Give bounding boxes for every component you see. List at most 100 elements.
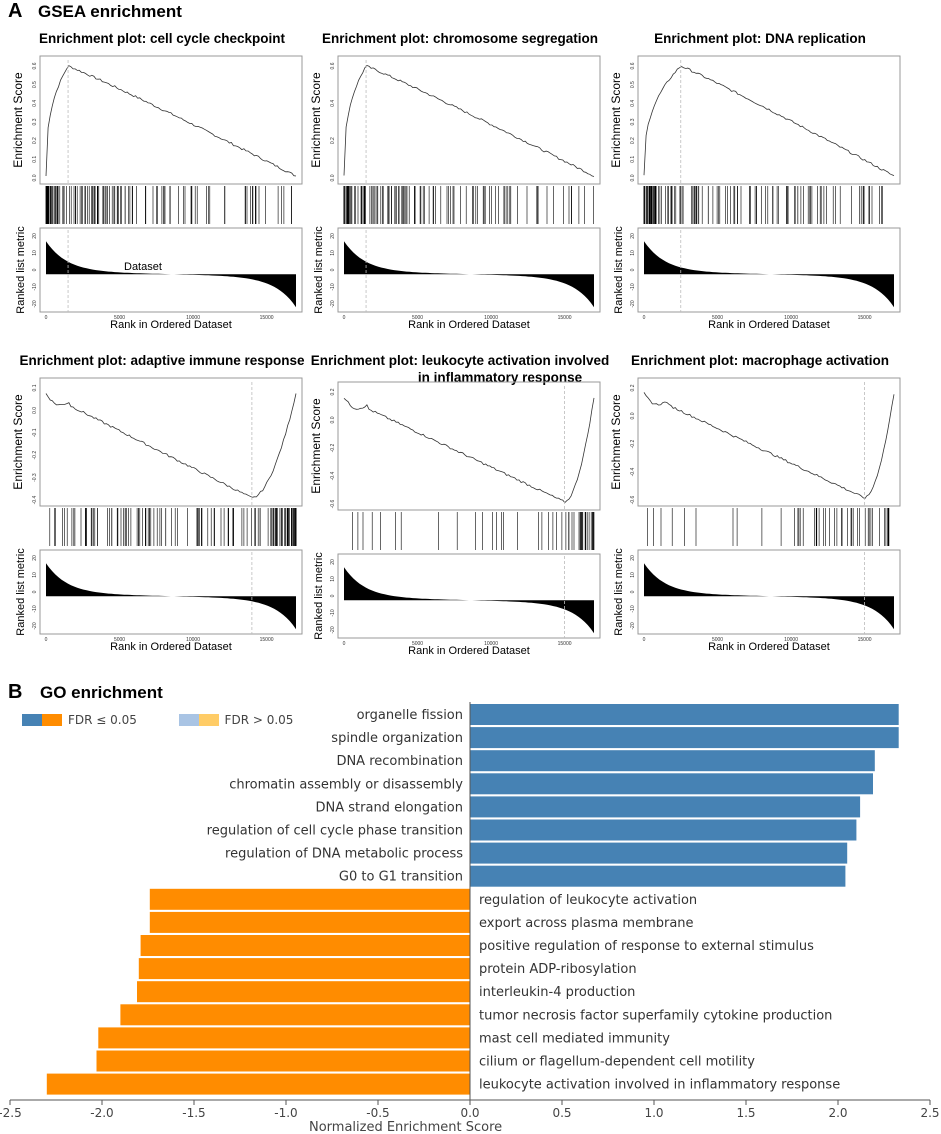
rank-plot-frame	[39, 227, 303, 313]
go-bar	[98, 1027, 471, 1049]
es-tick-label: 0.3	[630, 118, 636, 125]
go-category-label: regulation of leukocyte activation	[479, 893, 697, 908]
go-bar	[140, 935, 470, 956]
go-x-tick-label: 0.5	[552, 1106, 571, 1120]
es-tick-label: 0.2	[330, 137, 336, 144]
gsea-plot-svg: Enrichment Score -0.4 -0.3 -0.2 -0.1 0.0 0.1 Ra…	[11, 377, 303, 653]
go-bar	[470, 750, 875, 772]
hit-barcode	[647, 508, 890, 546]
go-enrichment-chart: organelle fission spindle organization DNA…	[0, 702, 940, 1134]
go-bar	[470, 727, 899, 749]
go-bar	[470, 865, 846, 887]
rank-x-tick-label: 0	[643, 315, 646, 321]
rank-x-tick-label: 10000	[186, 315, 200, 321]
es-tick-label: 0.0	[32, 407, 38, 414]
es-tick-label: 0.6	[630, 62, 636, 69]
es-tick-label: 0.5	[630, 81, 636, 88]
go-category-label: positive regulation of response to exter…	[479, 939, 814, 954]
gsea-plot-6: Enrichment plot: macrophage activation En…	[609, 352, 910, 672]
es-tick-label: 0.4	[330, 100, 336, 107]
go-x-tick-label: -2.5	[0, 1106, 22, 1120]
rank-x-tick-label: 5000	[412, 315, 423, 321]
es-tick-label: 0.5	[32, 81, 38, 88]
es-tick-label: 0.3	[32, 118, 38, 125]
go-category-label: leukocyte activation involved in inflamm…	[479, 1078, 840, 1093]
rank-tick-label: -10	[630, 283, 636, 290]
rank-ylabel: Ranked list metric	[15, 548, 27, 636]
go-category-label: spindle organization	[331, 731, 463, 746]
rank-plot-frame	[637, 549, 901, 635]
es-ylabel: Enrichment Score	[309, 398, 323, 494]
gsea-plot-title: Enrichment plot: leukocyte activation in…	[310, 352, 610, 386]
es-tick-label: -0.3	[32, 473, 38, 482]
rank-tick-label: 10	[32, 572, 38, 578]
panel-b-letter: B	[8, 681, 23, 703]
rank-metric-area	[344, 567, 594, 634]
go-x-axis-label: Normalized Enrichment Score	[309, 1120, 502, 1134]
rank-x-tick-label: 15000	[260, 637, 274, 643]
es-tick-label: -0.4	[32, 495, 38, 504]
go-category-label: protein ADP-ribosylation	[479, 962, 637, 977]
rank-x-tick-label: 5000	[114, 315, 125, 321]
rank-plot-frame	[637, 227, 901, 313]
go-category-label: cilium or flagellum-dependent cell motil…	[479, 1055, 755, 1070]
rank-tick-label: 10	[330, 576, 336, 582]
rank-xlabel: Rank in Ordered Dataset	[708, 641, 830, 653]
legend-label-sig: FDR ≤ 0.05	[68, 712, 137, 727]
rank-ylabel: Ranked list metric	[15, 226, 27, 314]
rank-x-tick-label: 15000	[858, 315, 872, 321]
rank-tick-label: -20	[330, 300, 336, 307]
go-category-label: regulation of DNA metabolic process	[225, 847, 463, 862]
rank-tick-label: -10	[330, 283, 336, 290]
es-tick-label: 0.0	[32, 174, 38, 181]
go-category-label: mast cell mediated immunity	[479, 1031, 670, 1046]
rank-plot-frame	[337, 227, 601, 313]
rank-tick-label: 0	[330, 268, 336, 271]
legend-swatch-sig-blue	[22, 713, 42, 726]
rank-x-tick-label: 5000	[412, 641, 423, 647]
es-tick-label: 0.2	[630, 384, 636, 391]
rank-x-tick-label: 0	[45, 315, 48, 321]
es-tick-label: 0.0	[330, 174, 336, 181]
rank-tick-label: 0	[32, 590, 38, 593]
es-tick-label: 0.0	[630, 174, 636, 181]
go-bar	[120, 1004, 471, 1026]
rank-metric-area	[644, 563, 894, 630]
go-category-label: tumor necrosis factor superfamily cytoki…	[479, 1008, 832, 1023]
go-x-tick-label: -0.5	[366, 1106, 389, 1120]
go-bar	[470, 819, 857, 841]
es-plot-frame	[39, 377, 303, 507]
es-tick-label: 0.4	[630, 100, 636, 107]
rank-x-tick-label: 15000	[558, 315, 572, 321]
es-ylabel: Enrichment Score	[11, 72, 25, 168]
rank-x-tick-label: 0	[343, 315, 346, 321]
go-category-label: regulation of cell cycle phase transitio…	[207, 824, 463, 839]
rank-tick-label: 10	[630, 250, 636, 256]
rank-metric-area	[344, 241, 594, 308]
rank-tick-label: -10	[32, 283, 38, 290]
rank-x-tick-label: 10000	[784, 637, 798, 643]
es-tick-label: 0.6	[330, 62, 336, 69]
go-bar	[470, 842, 848, 864]
go-x-tick-label: -1.5	[182, 1106, 205, 1120]
legend-swatch-nonsig-orange	[198, 713, 219, 726]
hit-barcode	[343, 186, 594, 224]
gsea-plot-2: Enrichment plot: chromosome segregation E…	[309, 30, 610, 350]
rank-tick-label: -10	[330, 609, 336, 616]
es-ylabel: Enrichment Score	[309, 72, 323, 168]
rank-tick-label: -20	[32, 622, 38, 629]
rank-xlabel: Rank in Ordered Dataset	[110, 641, 232, 653]
rank-x-tick-label: 15000	[858, 637, 872, 643]
es-tick-label: 0.2	[630, 137, 636, 144]
go-bar	[138, 958, 471, 980]
rank-ylabel: Ranked list metric	[313, 552, 325, 640]
hit-barcode	[45, 186, 293, 224]
es-tick-label: -0.4	[330, 471, 336, 480]
rank-x-tick-label: 10000	[484, 641, 498, 647]
es-ylabel: Enrichment Score	[609, 394, 623, 490]
es-tick-label: 0.0	[630, 412, 636, 419]
go-category-label: DNA recombination	[336, 754, 463, 769]
es-tick-label: 0.2	[330, 388, 336, 395]
rank-xlabel: Rank in Ordered Dataset	[408, 319, 530, 331]
gsea-plot-svg: Enrichment Score -0.6 -0.4 -0.2 0.0 0.2 Ranked…	[309, 381, 601, 657]
